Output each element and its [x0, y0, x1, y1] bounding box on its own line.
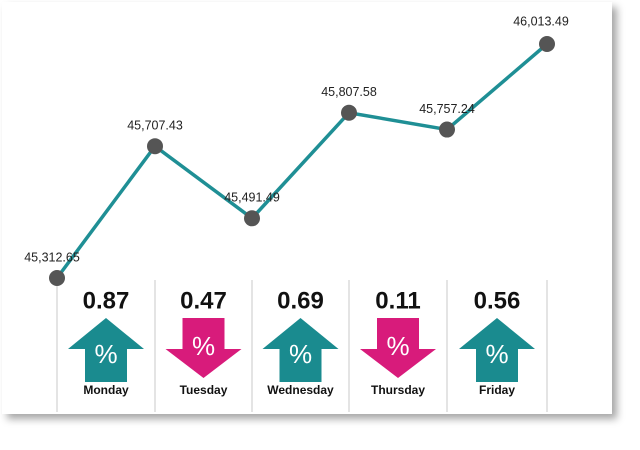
point-label: 45,757.24 — [419, 102, 475, 116]
change-arrow — [360, 318, 436, 378]
point — [49, 270, 65, 286]
change-arrow — [165, 318, 242, 378]
point — [539, 36, 555, 52]
change-arrow — [262, 318, 339, 382]
day-label: Monday — [83, 383, 129, 397]
point — [341, 104, 357, 121]
arrow-symbol: % — [386, 331, 409, 361]
day-label: Friday — [479, 383, 515, 397]
change-value: 0.47 — [180, 287, 227, 314]
point-label: 45,707.43 — [127, 118, 183, 132]
arrow-symbol: % — [485, 339, 508, 369]
change-value: 0.69 — [277, 287, 324, 314]
arrow-symbol: % — [192, 331, 215, 361]
point — [147, 138, 163, 155]
arrow-symbol: % — [94, 339, 117, 369]
change-value: 0.87 — [83, 287, 130, 314]
day-label: Tuesday — [180, 383, 228, 397]
change-arrow — [68, 318, 144, 382]
point-label: 45,312.65 — [24, 250, 80, 264]
change-arrow — [459, 318, 535, 382]
day-label: Wednesday — [267, 383, 334, 397]
change-value: 0.56 — [474, 287, 521, 314]
index-line — [55, 42, 549, 280]
point-label: 45,491.49 — [224, 191, 280, 205]
point — [244, 210, 260, 227]
point-label: 45,807.58 — [321, 85, 377, 99]
point — [439, 121, 455, 138]
arrow-symbol: % — [289, 339, 312, 369]
change-value: 0.11 — [375, 287, 420, 314]
point-label: 46,013.49 — [513, 14, 569, 28]
day-label: Thursday — [371, 383, 425, 397]
